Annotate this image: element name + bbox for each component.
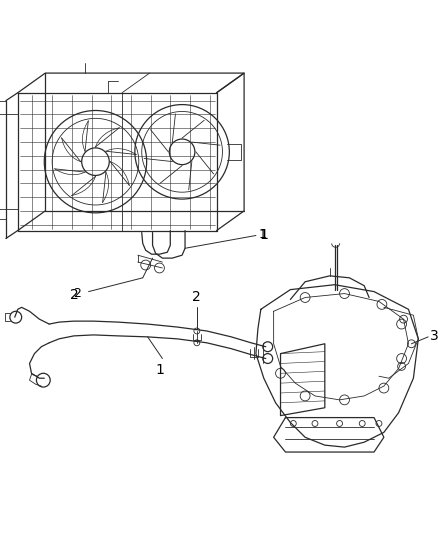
Text: 3: 3 xyxy=(430,329,438,343)
Text: 1: 1 xyxy=(155,364,164,377)
Text: 1: 1 xyxy=(260,228,269,241)
Text: 2: 2 xyxy=(70,287,79,302)
Text: 2: 2 xyxy=(73,287,81,300)
Text: 1: 1 xyxy=(259,228,267,241)
Text: 2: 2 xyxy=(192,290,201,304)
